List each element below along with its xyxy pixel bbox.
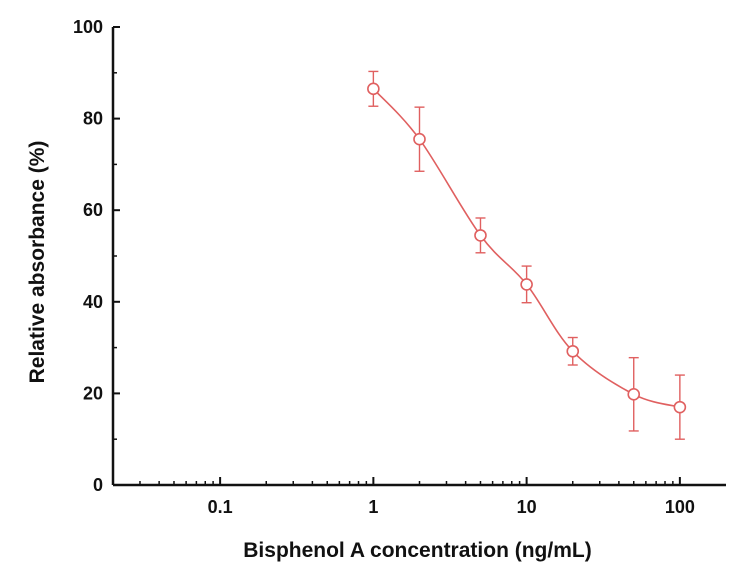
y-tick-label: 60 <box>83 200 103 220</box>
x-axis-title: Bisphenol A concentration (ng/mL) <box>243 539 591 562</box>
data-point <box>627 388 641 401</box>
data-point <box>474 229 487 242</box>
data-point <box>413 132 426 146</box>
y-tick-label: 0 <box>93 475 103 495</box>
x-tick-label: 0.1 <box>208 497 233 517</box>
y-tick-label: 100 <box>73 17 103 37</box>
y-tick-label: 40 <box>83 292 103 312</box>
x-tick-label: 100 <box>665 497 695 517</box>
data-point <box>673 400 687 414</box>
data-point <box>566 344 580 358</box>
x-tick-label: 1 <box>368 497 378 517</box>
data-point <box>520 278 533 291</box>
y-axis-title: Relative absorbance (%) <box>26 141 49 384</box>
series-layer <box>367 70 687 440</box>
x-tick-label: 10 <box>517 497 537 517</box>
y-tick-label: 20 <box>83 383 103 403</box>
data-point <box>367 82 380 96</box>
y-tick-label: 80 <box>83 109 103 129</box>
axes: 0 20 40 60 80 100 0.1 1 10 100 <box>73 17 726 517</box>
